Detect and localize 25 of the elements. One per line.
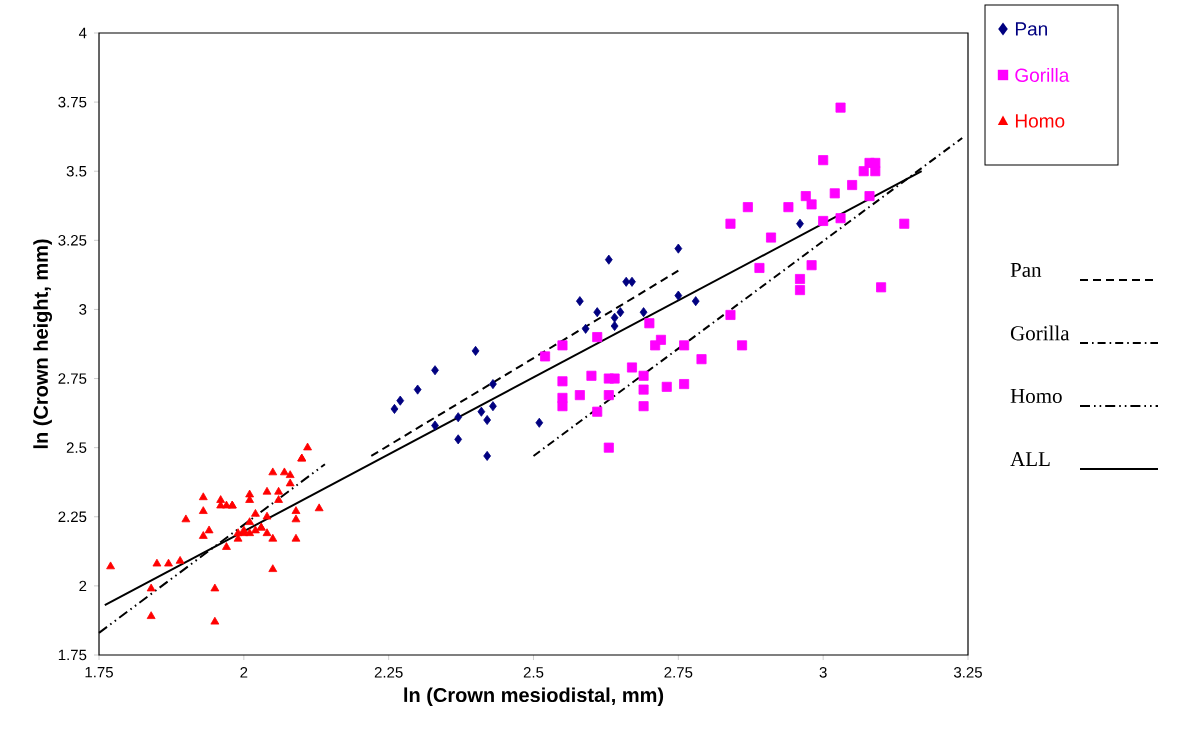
y-tick-label: 2.75 xyxy=(58,373,87,384)
legend-label: Homo xyxy=(1010,389,1062,403)
x-tick-label: 2.75 xyxy=(664,667,693,678)
y-tick-label: 2.5 xyxy=(66,442,87,453)
y-tick-label: 3 xyxy=(79,304,87,315)
x-axis-title: ln (Crown mesiodistal, mm) xyxy=(404,687,664,707)
y-tick-label: 2.25 xyxy=(58,511,87,523)
y-tick-label: 1.75 xyxy=(58,649,87,661)
x-tick-label: 3 xyxy=(819,667,827,678)
legend-label: ALL xyxy=(1010,452,1050,466)
y-tick-label: 3.75 xyxy=(58,96,87,108)
text: Homo xyxy=(1015,114,1065,128)
legend-label: Pan xyxy=(1010,263,1042,277)
x-tick-label: 2 xyxy=(240,667,248,678)
x-tick-label: 2.25 xyxy=(374,667,403,678)
text: Gorilla xyxy=(1015,68,1070,82)
x-tick-label: 3.25 xyxy=(953,667,982,678)
y-tick-label: 4 xyxy=(78,27,87,39)
y-tick-label: 3.25 xyxy=(58,235,87,246)
y-axis-title: ln (Crown height, mm) xyxy=(33,239,53,449)
x-tick-label: 2.5 xyxy=(523,667,544,678)
text: Pan xyxy=(1015,22,1047,36)
y-tick-label: 3.5 xyxy=(66,165,87,177)
y-tick-label: 2 xyxy=(79,580,87,592)
legend-label: Gorilla xyxy=(1010,325,1070,341)
